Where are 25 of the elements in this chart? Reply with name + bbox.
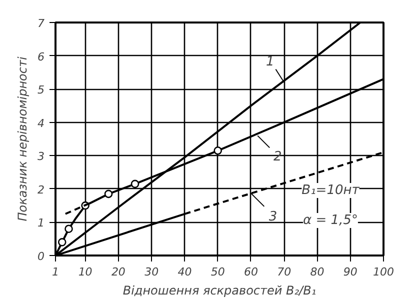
y-tick-label: 5 — [38, 84, 44, 97]
x-tick-label: 90 — [343, 266, 358, 278]
annotation: α = 1,5° — [303, 213, 358, 228]
x-tick-label: 60 — [244, 266, 258, 278]
x-axis-title: Відношення яскравостей B₂/B₁ — [122, 284, 316, 298]
annotation: B₁=10нт — [302, 183, 360, 198]
y-tick-label: 6 — [38, 50, 44, 64]
y-tick-label: 4 — [38, 116, 44, 130]
x-tick-label: 50 — [210, 266, 225, 278]
x-tick-label: 20 — [111, 266, 126, 278]
x-tick-label: 30 — [144, 266, 159, 278]
x-tick-label: 40 — [178, 266, 192, 278]
y-tick-label: 3 — [38, 150, 44, 164]
y-tick-label: 0 — [38, 250, 44, 263]
x-tick-label: 100 — [373, 266, 394, 278]
annotation: 1 — [266, 54, 274, 70]
y-tick-label: 1 — [38, 216, 44, 230]
y-axis-title: Показник нерівномірності — [16, 56, 30, 222]
x-tick-label: 80 — [310, 266, 324, 278]
y-tick-label: 7 — [38, 17, 44, 30]
annotation: 3 — [268, 209, 278, 224]
y-tick-label: 2 — [38, 183, 44, 196]
x-tick-label: 10 — [78, 266, 92, 278]
x-tick-label: 1 — [52, 266, 59, 278]
x-tick-label: 70 — [277, 266, 292, 278]
